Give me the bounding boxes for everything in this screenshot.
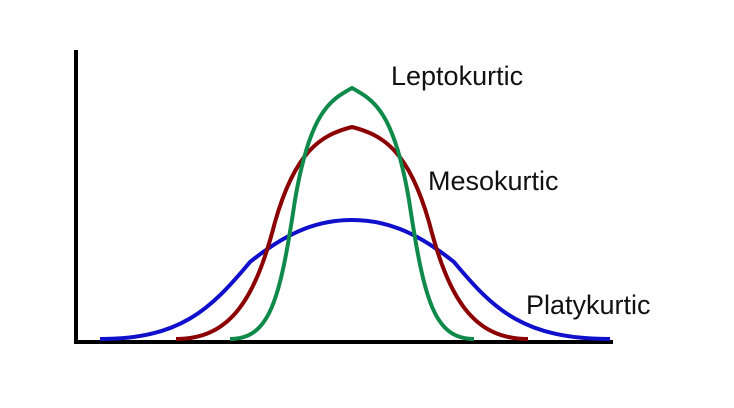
leptokurtic-curve	[229, 85, 475, 341]
mesokurtic-curve	[175, 124, 529, 341]
platykurtic-label: Platykurtic	[526, 290, 651, 320]
platykurtic-curve	[99, 217, 611, 341]
leptokurtic-label: Leptokurtic	[391, 61, 523, 91]
mesokurtic-label: Mesokurtic	[428, 166, 559, 196]
